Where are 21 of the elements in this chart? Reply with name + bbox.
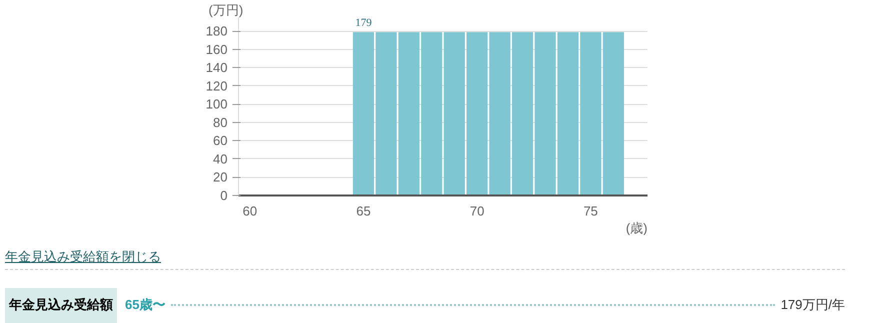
y-tick-label: 40 (213, 151, 228, 166)
text: 年金見込み受給額 (5, 288, 117, 323)
y-tick-label: 100 (206, 96, 228, 112)
y-axis-title: (万円) (208, 2, 244, 18)
x-tick-label: 60 (242, 204, 258, 218)
x-tick-label: 65 (356, 204, 371, 218)
y-tick-label: 0 (220, 188, 228, 203)
x-axis-title: (歳) (626, 220, 648, 236)
text: 179万円/年 (780, 296, 845, 314)
x-tick-label: 70 (470, 204, 484, 218)
data-label: 179 (355, 17, 372, 30)
y-tick-label: 140 (206, 60, 228, 76)
y-tick-label: 80 (213, 114, 228, 130)
y-tick-label: 160 (206, 42, 228, 57)
y-tick-label: 60 (213, 133, 228, 148)
y-tick-label: 20 (213, 170, 228, 185)
text: 65歳〜 (125, 296, 166, 314)
y-tick-label: 120 (206, 78, 228, 94)
x-tick-label: 75 (583, 204, 598, 218)
y-tick-label: 180 (206, 24, 228, 39)
text: 年金見込み受給額を閉じる (5, 249, 161, 264)
